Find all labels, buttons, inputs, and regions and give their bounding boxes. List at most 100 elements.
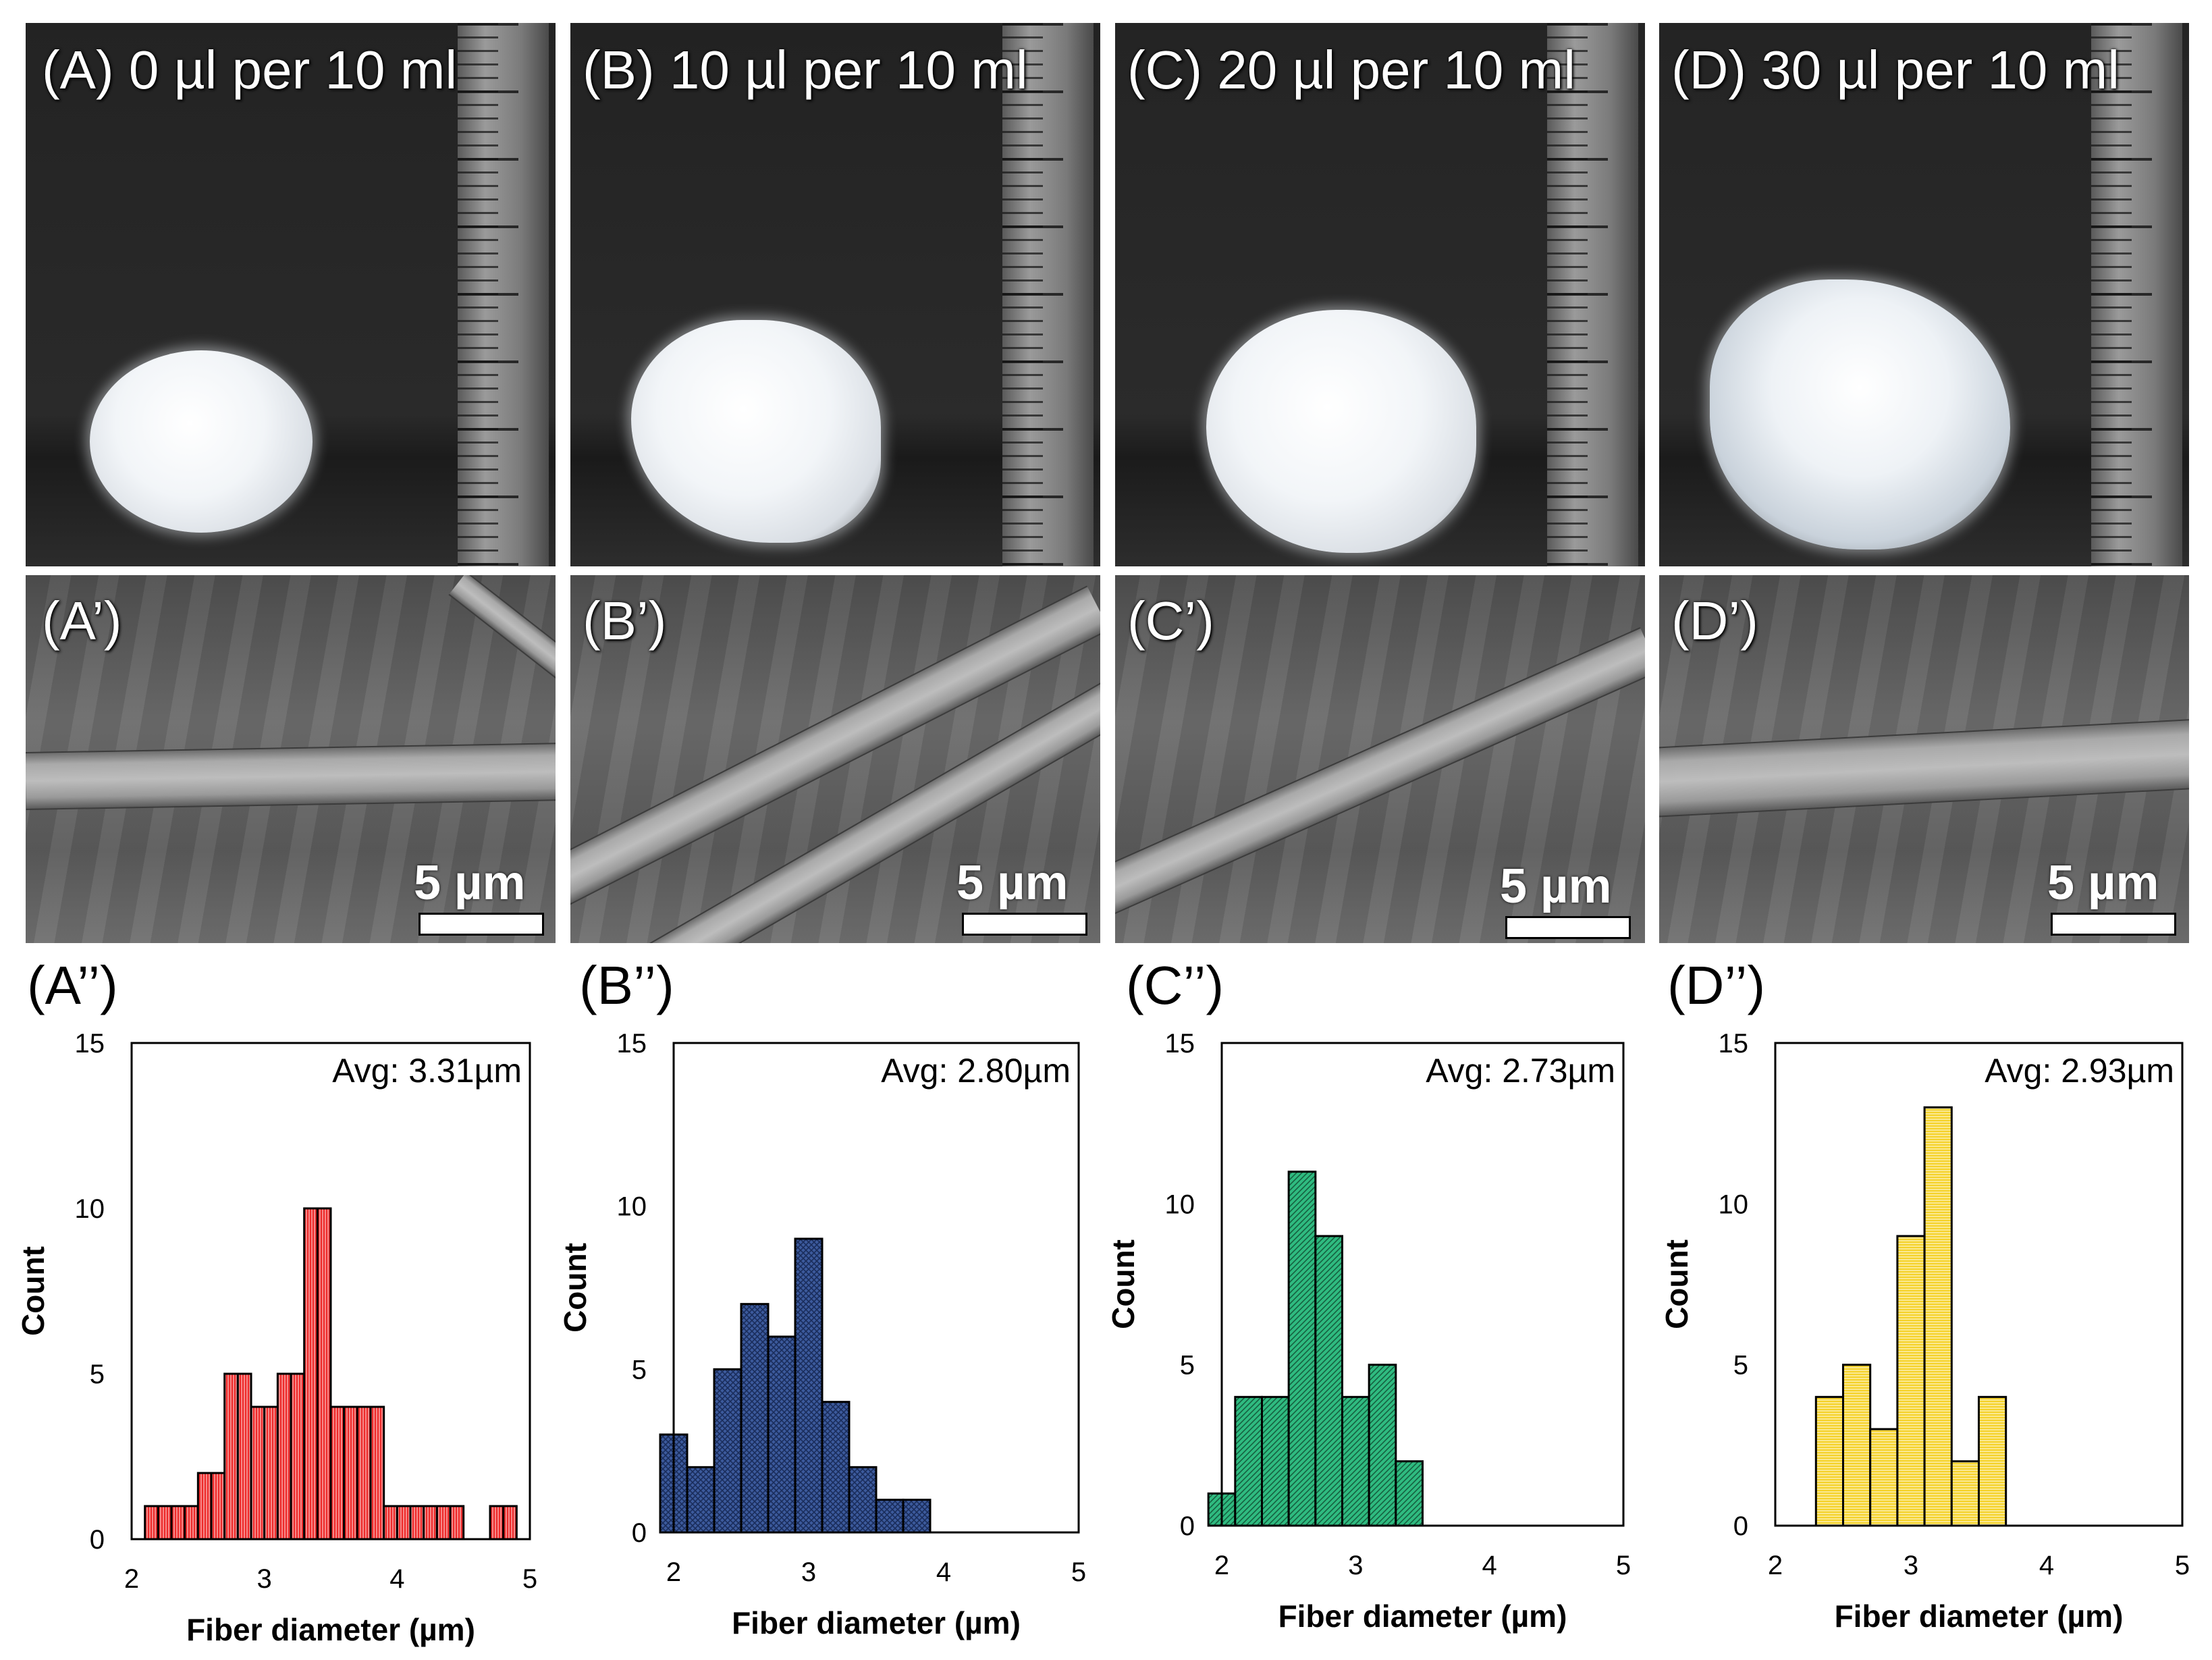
histogram-bar: [489, 1505, 505, 1541]
histogram-bar: [767, 1335, 797, 1534]
y-tick-label: 5: [1733, 1351, 1748, 1381]
average-annotation: Avg: 2.80µm: [881, 1052, 1071, 1090]
histogram-bar: [250, 1405, 266, 1541]
histogram-bar: [1842, 1364, 1872, 1527]
x-tick-label: 5: [1071, 1557, 1086, 1587]
histogram-bar: [236, 1372, 252, 1541]
histogram-bar: [902, 1499, 932, 1534]
histogram-bar: [383, 1505, 398, 1541]
cotton-sample: [1710, 279, 2010, 550]
y-tick-label: 10: [1165, 1189, 1195, 1219]
y-tick-label: 10: [617, 1192, 647, 1222]
histogram-bar: [740, 1303, 770, 1534]
plot-frame: [1774, 1042, 2184, 1527]
plot-frame: [672, 1042, 1080, 1534]
histogram-bar: [848, 1466, 878, 1534]
sem-label: (A’): [42, 591, 122, 651]
histogram-label-d: (D’’): [1667, 955, 1766, 1015]
x-tick-label: 3: [257, 1564, 272, 1594]
histogram-bar: [184, 1505, 199, 1541]
histogram-bar: [396, 1505, 412, 1541]
average-annotation: Avg: 2.93µm: [1985, 1052, 2174, 1090]
histogram-bar: [794, 1237, 824, 1534]
scale-bar: [2051, 913, 2176, 936]
histogram-chart-c: 2 3 4 5 0 5 10 15 Fiber diameter (µm) Count Avg: 2…: [1106, 1029, 1631, 1634]
sem-panel-d: (D’) 5 µm: [1659, 575, 2189, 943]
histogram-bar: [1341, 1395, 1370, 1527]
histogram-label-c: (C’’): [1126, 955, 1224, 1015]
y-tick-label: 15: [75, 1029, 105, 1059]
scale-bar-label: 5 µm: [2047, 856, 2159, 910]
photo-panel-d: (D) 30 µl per 10 ml: [1659, 23, 2189, 566]
x-tick-label: 3: [801, 1557, 816, 1587]
sem-panel-a: (A’) 5 µm: [26, 575, 556, 943]
histogram-bar: [343, 1405, 358, 1541]
fiber: [26, 743, 556, 810]
y-tick-label: 0: [632, 1518, 647, 1548]
average-annotation: Avg: 2.73µm: [1426, 1052, 1615, 1090]
photo-panel-c: (C) 20 µl per 10 ml: [1115, 23, 1645, 566]
y-tick-label: 15: [617, 1029, 647, 1059]
average-annotation: Avg: 3.31µm: [332, 1052, 522, 1090]
y-axis-label: Count: [558, 1243, 593, 1333]
histogram-bar: [157, 1505, 173, 1541]
y-tick-label: 10: [75, 1194, 105, 1224]
histogram-bar: [1869, 1428, 1899, 1527]
sem-panel-b: (B’) 5 µm: [570, 575, 1100, 943]
ruler: [1002, 23, 1094, 566]
histogram-bar: [713, 1368, 743, 1534]
histogram-label-a: (A’’): [27, 955, 118, 1015]
sem-label: (B’): [583, 591, 667, 651]
x-tick-label: 5: [1616, 1551, 1631, 1580]
cotton-sample: [90, 350, 313, 533]
histogram-chart-b: 2 3 4 5 0 5 10 15 Fiber diameter (µm) Count Avg: 2…: [558, 1029, 1086, 1640]
y-tick-label: 15: [1165, 1029, 1195, 1059]
x-tick-label: 2: [124, 1564, 139, 1594]
ruler-ticks-major: [1002, 23, 1063, 566]
histogram-bar: [170, 1505, 186, 1541]
x-tick-label: 4: [2039, 1551, 2054, 1580]
y-tick-label: 0: [90, 1525, 105, 1555]
scale-bar-label: 5 µm: [414, 856, 526, 910]
histogram-bar: [409, 1505, 425, 1541]
scale-bar-label: 5 µm: [956, 856, 1069, 910]
x-tick-label: 4: [1482, 1551, 1497, 1580]
histogram-chart-a: 2 3 4 5 0 5 10 15 Fiber diameter (µm) Count Avg: 3…: [16, 1029, 537, 1647]
histogram-label-b: (B’’): [579, 955, 674, 1015]
histogram-bar: [1395, 1460, 1424, 1527]
histogram-bar: [223, 1372, 239, 1541]
histogram-bar: [435, 1505, 452, 1541]
histogram-bar: [196, 1472, 213, 1541]
x-axis-label: Fiber diameter (µm): [1835, 1599, 2124, 1634]
photo-panel-b: (B) 10 µl per 10 ml: [570, 23, 1100, 566]
cotton-sample: [1206, 310, 1476, 553]
sem-label: (C’): [1127, 591, 1214, 651]
y-axis-label: Count: [1659, 1239, 1694, 1329]
y-tick-label: 10: [1719, 1189, 1749, 1219]
photo-label: (C) 20 µl per 10 ml: [1127, 40, 1576, 100]
histogram-bar: [449, 1505, 465, 1541]
histogram-bar: [1234, 1395, 1263, 1527]
histogram-bar: [290, 1372, 306, 1541]
x-tick-label: 3: [1348, 1551, 1363, 1580]
photo-label: (A) 0 µl per 10 ml: [42, 40, 458, 100]
y-tick-label: 0: [1180, 1511, 1195, 1541]
histogram-bar: [1896, 1235, 1926, 1527]
photo-label: (D) 30 µl per 10 ml: [1671, 40, 2120, 100]
plot-frame: [130, 1042, 531, 1541]
y-axis-label: Count: [1106, 1239, 1141, 1329]
x-axis-label: Fiber diameter (µm): [186, 1612, 475, 1647]
y-tick-label: 5: [1180, 1351, 1195, 1381]
histogram-bar: [303, 1207, 319, 1541]
scale-bar: [419, 913, 544, 936]
y-axis-label: Count: [16, 1246, 51, 1336]
histogram-bar: [369, 1405, 385, 1541]
cotton-sample: [631, 320, 881, 543]
histogram-bar: [356, 1405, 372, 1541]
histogram-bar: [821, 1401, 851, 1534]
x-tick-label: 5: [522, 1564, 537, 1594]
scale-bar-label: 5 µm: [1500, 859, 1612, 913]
histogram-bar: [875, 1499, 905, 1534]
ruler: [458, 23, 549, 566]
x-tick-label: 4: [389, 1564, 404, 1594]
